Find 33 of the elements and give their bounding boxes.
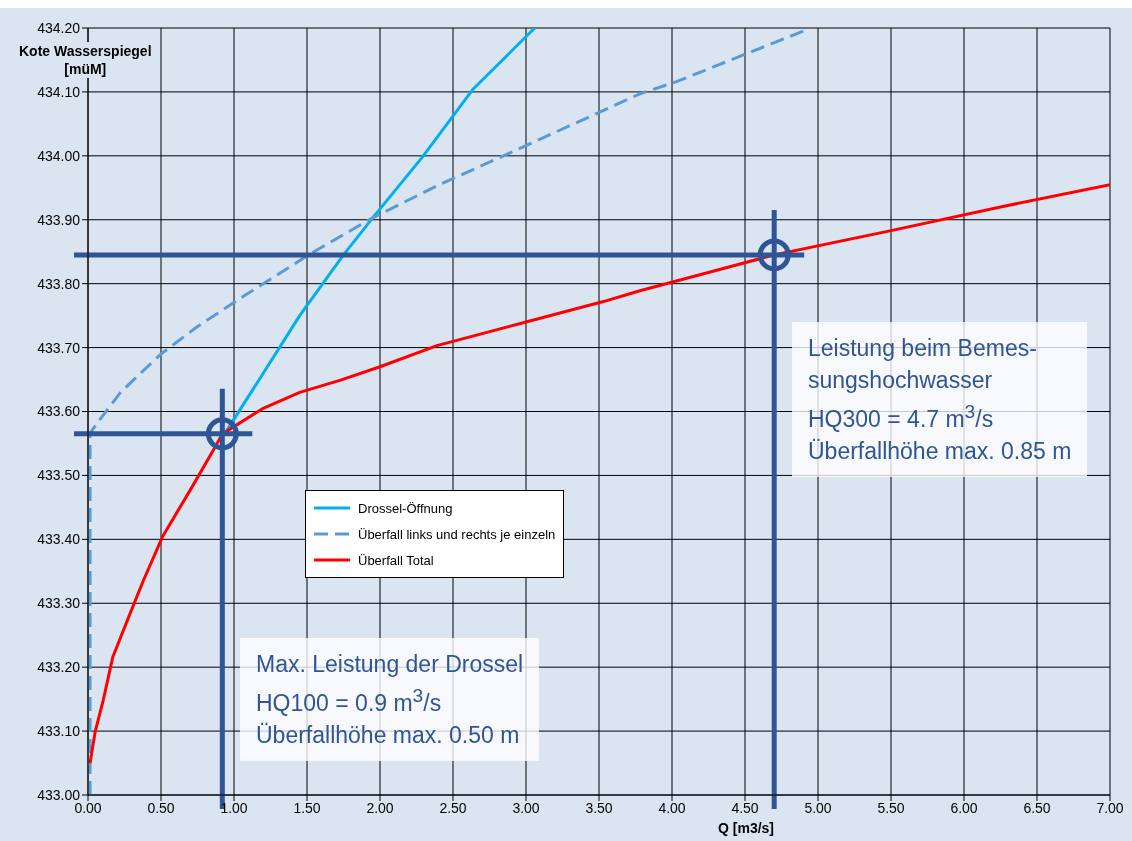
x-tick-label: 3.00 <box>512 799 540 816</box>
legend-label: Überfall Total <box>358 552 434 568</box>
legend-label: Drossel-Öffnung <box>358 500 453 516</box>
y-tick-label: 433.20 <box>37 659 81 676</box>
y-tick-label: 433.50 <box>37 467 81 484</box>
y-tick-label: 433.80 <box>37 275 81 292</box>
y-tick-label: 433.30 <box>37 595 81 612</box>
y-tick-label: 433.10 <box>37 723 81 740</box>
y-tick-label: 434.10 <box>37 83 81 100</box>
y-axis-title: Kote Wasserspiegel [müM] <box>16 42 155 78</box>
x-tick-label: 7.00 <box>1096 799 1124 816</box>
x-tick-label: 3.50 <box>585 799 613 816</box>
x-tick-label: 1.00 <box>220 799 248 816</box>
y-tick-label: 434.20 <box>37 19 81 36</box>
x-tick-label: 1.50 <box>293 799 321 816</box>
annotation: Max. Leistung der Drossel HQ100 = 0.9 m$^{3}$/s Überfallhöhe max. 0.50 m <box>256 650 524 750</box>
y-tick-label: 433.90 <box>37 211 81 228</box>
x-tick-label: 0.50 <box>147 799 175 816</box>
legend-label: Überfall links und rechts je einzeln <box>358 526 556 542</box>
y-tick-label: 434.00 <box>37 147 81 164</box>
x-tick-label: 2.00 <box>366 799 394 816</box>
annotation: Leistung beim Bemes- sungshochwasser HQ300 = 4.7 m$^{3}$/s Überfallhöhe max. 0.85 m <box>808 334 1072 466</box>
y-tick-label: 433.70 <box>37 339 81 356</box>
y-tick-label: 433.40 <box>37 531 81 548</box>
x-tick-label: 5.00 <box>804 799 832 816</box>
x-tick-label: 5.50 <box>877 799 905 816</box>
y-tick-label: 433.60 <box>37 403 81 420</box>
x-tick-label: 2.50 <box>439 799 467 816</box>
x-tick-label: 4.00 <box>658 799 686 816</box>
x-tick-label: 6.00 <box>950 799 978 816</box>
x-tick-label: 6.50 <box>1023 799 1051 816</box>
x-axis-title: Q [m3/s] <box>718 820 775 836</box>
x-tick-label: 4.50 <box>731 799 759 816</box>
